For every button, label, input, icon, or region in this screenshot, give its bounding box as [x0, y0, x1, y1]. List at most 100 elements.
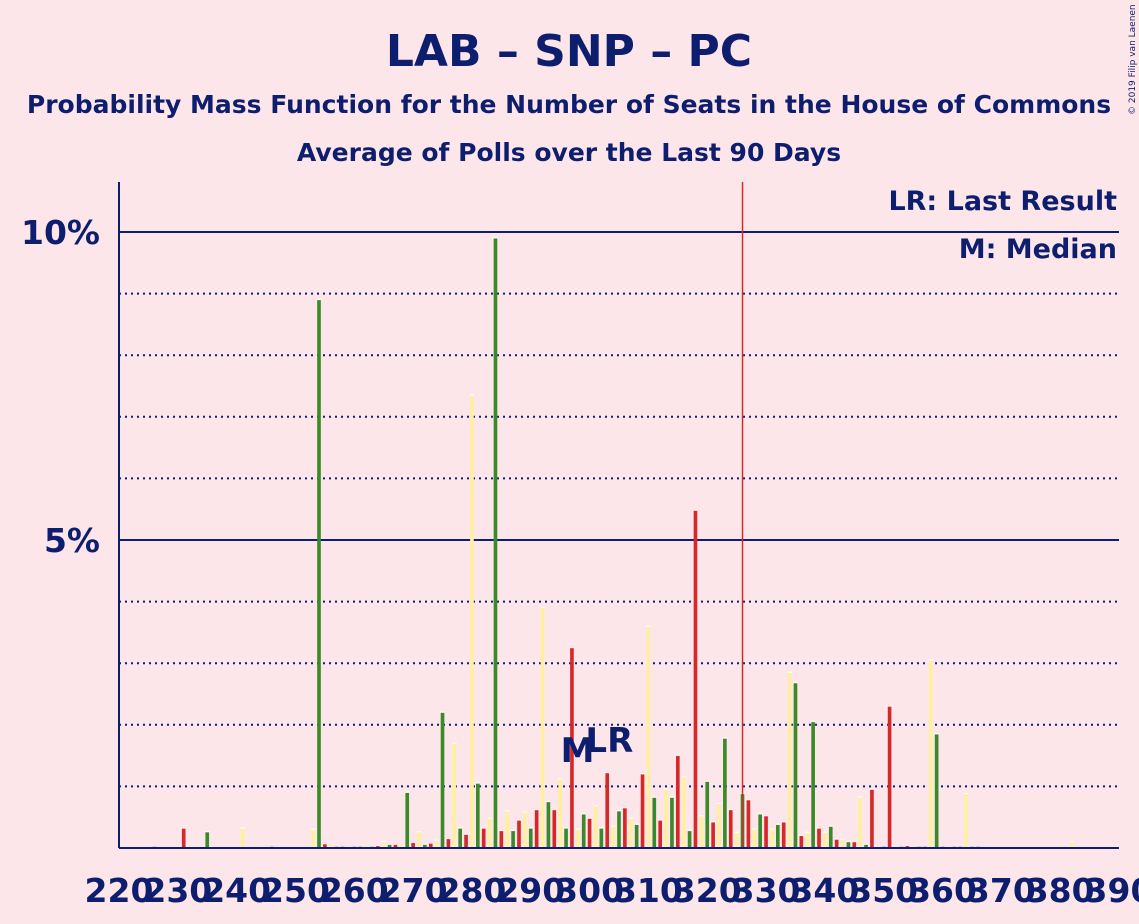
- copyright-note: © 2019 Filip van Laenen: [1128, 4, 1138, 115]
- bar: [387, 844, 392, 848]
- bar: [858, 797, 862, 848]
- bar: [817, 828, 821, 848]
- chart-subtitle-2: Average of Polls over the Last 90 Days: [297, 138, 841, 167]
- bar: [734, 832, 739, 848]
- tick-labels: 5% 10% 22023024025026027028029030031032033…: [21, 213, 1139, 910]
- legend-last-result: LR: Last Result: [888, 186, 1117, 217]
- bar: [634, 824, 639, 848]
- bar-highlight: [1069, 840, 1075, 843]
- bar-highlight: [763, 814, 769, 817]
- bar: [664, 789, 668, 848]
- bar-highlight: [646, 625, 651, 627]
- bar: [840, 839, 845, 848]
- bar: [758, 814, 762, 848]
- bar-highlight: [934, 733, 939, 735]
- x-tick-label: 230: [143, 871, 212, 910]
- bar-highlight: [757, 813, 763, 815]
- bar: [517, 820, 521, 848]
- bar: [928, 660, 933, 848]
- bar: [723, 738, 727, 848]
- bar-highlight: [822, 831, 828, 833]
- bar-highlight: [769, 828, 775, 830]
- bar-highlight: [599, 827, 604, 829]
- bar-highlight: [828, 825, 834, 827]
- bar-highlight: [416, 830, 422, 833]
- bar: [617, 811, 621, 848]
- bar: [411, 843, 415, 848]
- last-result-marker: LR: [585, 721, 633, 761]
- bar: [581, 814, 586, 848]
- bar: [440, 712, 445, 848]
- bar: [599, 828, 604, 848]
- bar-highlight: [716, 802, 722, 805]
- bar-highlight: [604, 771, 610, 774]
- bar-highlight: [857, 796, 863, 798]
- bar-highlight: [481, 827, 487, 829]
- bar-highlight: [734, 831, 739, 833]
- bar: [434, 840, 439, 848]
- bar: [828, 826, 833, 848]
- bar-highlight: [610, 825, 616, 827]
- bar-highlight: [575, 828, 581, 830]
- bar: [887, 706, 892, 848]
- bar-highlight: [834, 838, 839, 840]
- bar-highlight: [804, 831, 810, 833]
- bar: [705, 781, 710, 848]
- bar-highlight: [381, 840, 387, 843]
- bar: [805, 832, 810, 848]
- bar: [628, 818, 633, 848]
- bar-highlight: [404, 791, 410, 793]
- bar: [746, 799, 751, 848]
- bar-highlight: [710, 821, 716, 823]
- x-tick-label: 220: [85, 871, 154, 910]
- x-tick-label: 340: [790, 871, 859, 910]
- x-tick-label: 270: [379, 871, 448, 910]
- bar: [240, 828, 245, 848]
- bar: [793, 682, 798, 848]
- bar: [670, 797, 674, 848]
- bar: [540, 607, 545, 848]
- bar: [452, 743, 457, 848]
- bar: [846, 841, 851, 848]
- bar: [776, 824, 780, 848]
- bar-highlight: [616, 810, 622, 812]
- bar: [328, 844, 333, 848]
- bar-highlight: [316, 298, 322, 301]
- bar: [405, 792, 410, 848]
- bar-highlight: [587, 817, 592, 819]
- bar: [393, 844, 398, 848]
- bar: [446, 838, 451, 848]
- x-tick-label: 310: [614, 871, 683, 910]
- bar: [658, 820, 662, 848]
- grid-lines: [119, 231, 1119, 788]
- bar-highlight: [593, 805, 598, 807]
- bar: [687, 830, 692, 848]
- bar-highlight: [475, 782, 481, 784]
- bar-highlight: [487, 817, 492, 819]
- bar-highlight: [675, 754, 681, 756]
- bar-highlight: [540, 606, 545, 609]
- bar: [781, 822, 786, 848]
- bar-highlight: [440, 711, 445, 713]
- bar: [428, 843, 433, 848]
- bar-highlight: [493, 237, 498, 239]
- x-tick-label: 320: [673, 871, 742, 910]
- bar-highlight: [840, 838, 845, 840]
- bar-highlight: [663, 788, 669, 790]
- bar: [323, 844, 327, 848]
- bar: [752, 829, 757, 848]
- bar: [646, 626, 651, 848]
- bar-highlight: [446, 837, 451, 840]
- bar-highlight: [434, 839, 439, 842]
- bar: [611, 826, 615, 848]
- bar: [764, 815, 768, 848]
- bar-highlight: [775, 823, 781, 825]
- bar: [681, 777, 686, 848]
- bar: [511, 830, 515, 848]
- bar: [676, 755, 680, 848]
- x-tick-label: 350: [849, 871, 918, 910]
- bar: [711, 822, 715, 848]
- bar-highlight: [681, 776, 687, 778]
- bar-highlight: [240, 827, 245, 829]
- bar: [852, 841, 857, 848]
